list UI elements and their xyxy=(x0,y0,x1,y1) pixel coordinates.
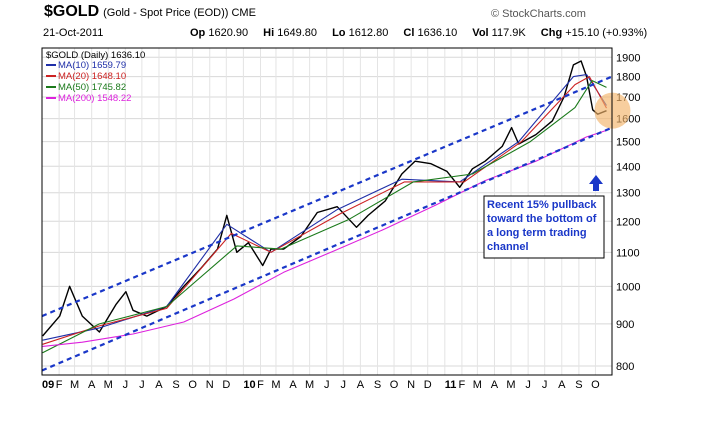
volume-label: Vol xyxy=(472,27,489,39)
y-tick-label: 1200 xyxy=(616,216,640,228)
ma-line xyxy=(42,76,607,345)
x-tick-label: A xyxy=(491,379,499,391)
legend-item: MA(200) 1548.22 xyxy=(58,93,131,104)
symbol-description: (Gold - Spot Price (EOD)) CME xyxy=(103,7,256,19)
low-label: Lo xyxy=(332,27,346,39)
x-tick-label: S xyxy=(172,379,179,391)
legend-main: $GOLD (Daily) 1636.10 xyxy=(46,50,145,61)
lower-channel-line xyxy=(41,126,613,372)
x-tick-label: A xyxy=(357,379,365,391)
x-tick-label: O xyxy=(188,379,197,391)
x-tick-label: D xyxy=(424,379,432,391)
legend-item: MA(50) 1745.82 xyxy=(58,82,126,93)
x-tick-label: A xyxy=(88,379,96,391)
x-tick-label: 09 xyxy=(42,379,54,391)
x-tick-label: O xyxy=(390,379,399,391)
symbol: $GOLD xyxy=(44,3,100,20)
x-tick-label: A xyxy=(289,379,297,391)
open-value: 1620.90 xyxy=(208,27,249,39)
x-tick-label: M xyxy=(506,379,515,391)
x-tick-label: S xyxy=(575,379,582,391)
x-tick-label: J xyxy=(123,379,129,391)
x-tick-label: J xyxy=(139,379,145,391)
annotation-frame xyxy=(483,195,605,259)
legend-item: MA(10) 1659.79 xyxy=(58,60,126,71)
x-tick-label: M xyxy=(305,379,314,391)
x-tick-label: A xyxy=(558,379,566,391)
open-label: Op xyxy=(190,27,206,39)
up-arrow-icon xyxy=(589,175,603,191)
price-stats: Op 1620.90 Hi 1649.80 Lo 1612.80 Cl 1636… xyxy=(190,27,659,39)
x-tick-label: S xyxy=(374,379,381,391)
y-tick-label: 900 xyxy=(616,319,634,331)
x-tick-label: O xyxy=(591,379,600,391)
x-tick-label: M xyxy=(104,379,113,391)
low-value: 1612.80 xyxy=(348,27,389,39)
x-tick-label: N xyxy=(407,379,415,391)
x-tick-label: M xyxy=(271,379,280,391)
x-tick-label: J xyxy=(525,379,531,391)
y-tick-label: 1900 xyxy=(616,52,640,64)
ma-line xyxy=(42,74,607,341)
high-value: 1649.80 xyxy=(277,27,317,39)
change-value: +15.10 (+0.93%) xyxy=(565,27,648,39)
x-tick-label: F xyxy=(56,379,63,391)
x-tick-label: J xyxy=(341,379,347,391)
series-group xyxy=(42,60,607,354)
y-tick-label: 800 xyxy=(616,361,634,373)
annotation-box: Recent 15% pullback toward the bottom of… xyxy=(483,195,605,259)
ma-line xyxy=(42,80,607,354)
x-tick-label: J xyxy=(542,379,548,391)
change-label: Chg xyxy=(540,27,563,39)
annotation-line-4: channel xyxy=(487,241,529,253)
y-tick-label: 1500 xyxy=(616,137,640,149)
x-tick-label: 11 xyxy=(445,379,457,391)
annotation-line-1: Recent 15% pullback xyxy=(487,199,597,211)
annotation-line-3: a long term trading xyxy=(487,227,587,239)
y-tick-label: 1000 xyxy=(616,281,640,293)
price-line xyxy=(42,60,607,337)
x-tick-label: A xyxy=(155,379,163,391)
credit-link[interactable]: © StockCharts.com xyxy=(491,8,586,20)
chart-title: $GOLD (Gold - Spot Price (EOD)) CME xyxy=(44,3,256,21)
x-tick-label: M xyxy=(473,379,482,391)
x-tick-label: J xyxy=(324,379,330,391)
y-tick-label: 1800 xyxy=(616,72,640,84)
upper-channel-line xyxy=(41,75,613,318)
plot-frame xyxy=(41,47,613,376)
close-value: 1636.10 xyxy=(417,27,458,39)
legend: $GOLD (Daily) 1636.10 MA(10) 1659.79MA(2… xyxy=(46,50,145,104)
x-tick-label: 10 xyxy=(243,379,255,391)
x-tick-label: M xyxy=(70,379,79,391)
chart-date: 21-Oct-2011 xyxy=(43,27,104,39)
y-tick-label: 1100 xyxy=(616,247,640,259)
legend-item: MA(20) 1648.10 xyxy=(58,71,126,82)
y-tick-label: 1400 xyxy=(616,161,640,173)
high-label: Hi xyxy=(263,27,275,39)
x-axis-ticks: 09 F M A M J J A S O N D 10 F M A M J J A S O N D 11 F M A M J J A S O xyxy=(42,379,600,391)
x-tick-label: F xyxy=(257,379,264,391)
x-tick-label: N xyxy=(206,379,214,391)
volume-value: 117.9K xyxy=(491,27,526,39)
close-label: Cl xyxy=(403,27,415,39)
x-tick-label: D xyxy=(222,379,230,391)
annotation-line-2: toward the bottom of xyxy=(487,213,597,225)
x-tick-label: F xyxy=(459,379,466,391)
ma-line xyxy=(42,129,607,347)
y-tick-label: 1300 xyxy=(616,188,640,200)
